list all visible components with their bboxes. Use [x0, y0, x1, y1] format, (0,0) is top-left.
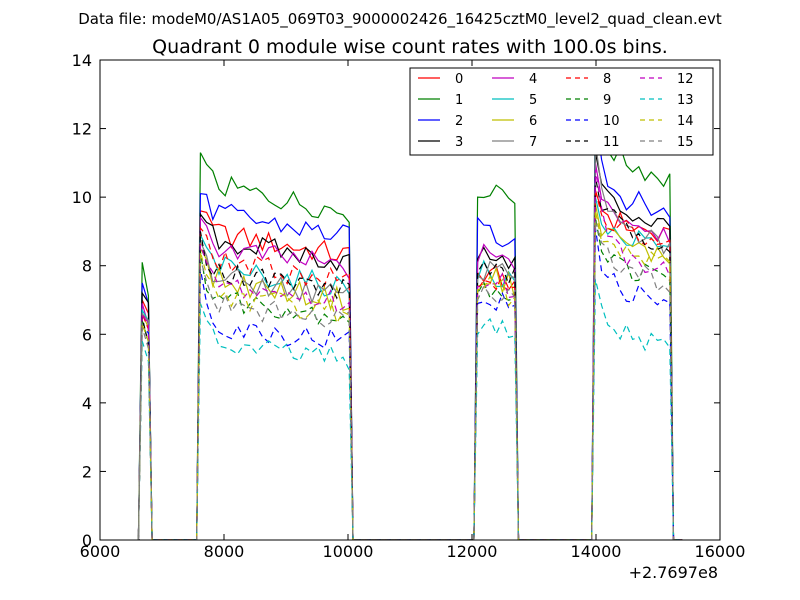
legend-label-0: 0 [455, 72, 463, 87]
legend-label-5: 5 [529, 93, 537, 108]
legend-label-9: 9 [603, 93, 611, 108]
plot-frame [99, 59, 721, 541]
legend-label-15: 15 [677, 135, 694, 150]
legend-label-4: 4 [529, 72, 537, 87]
chart-suptitle: Data file: modeM0/AS1A05_069T03_90000024… [78, 10, 722, 29]
series-layer [137, 87, 683, 540]
legend-label-6: 6 [529, 114, 537, 129]
series-line-11 [137, 176, 683, 540]
series-line-10 [137, 227, 683, 540]
legend-label-2: 2 [455, 114, 463, 129]
legend-label-1: 1 [455, 93, 463, 108]
x-axis: 6000 8000 10000 12000 14000 16000 [80, 60, 746, 561]
x-tick-label: 16000 [695, 542, 746, 561]
x-tick-label: 6000 [80, 542, 121, 561]
y-tick-label: 6 [82, 325, 92, 344]
y-tick-label: 14 [72, 51, 92, 70]
chart-title: Quadrant 0 module wise count rates with … [152, 36, 668, 58]
series-line-1 [137, 87, 683, 540]
series-line-0 [137, 190, 683, 540]
y-tick-label: 2 [82, 462, 92, 481]
legend-label-8: 8 [603, 72, 611, 87]
legend-frame [409, 67, 714, 156]
y-tick-label: 0 [82, 531, 92, 550]
y-tick-label: 10 [72, 188, 92, 207]
x-tick-label: 12000 [447, 542, 498, 561]
series-line-13 [137, 279, 683, 540]
legend-label-14: 14 [677, 114, 694, 129]
y-tick-label: 4 [82, 394, 92, 413]
legend-label-11: 11 [603, 135, 620, 150]
series-line-2 [137, 114, 683, 540]
legend-label-7: 7 [529, 135, 537, 150]
series-line-15 [137, 220, 683, 540]
legend-label-3: 3 [455, 135, 463, 150]
y-tick-label: 12 [72, 120, 92, 139]
x-tick-label: 14000 [571, 542, 622, 561]
y-tick-label: 8 [82, 257, 92, 276]
series-line-12 [137, 169, 683, 540]
x-tick-label: 8000 [204, 542, 245, 561]
legend-label-13: 13 [677, 93, 694, 108]
legend-label-10: 10 [603, 114, 620, 129]
series-line-6 [137, 203, 683, 540]
series-line-14 [137, 210, 683, 540]
x-offset-label: +2.7697e8 [629, 563, 718, 582]
series-line-7 [137, 142, 683, 540]
x-tick-label: 10000 [323, 542, 374, 561]
series-line-8 [137, 190, 683, 540]
series-line-3 [137, 152, 683, 540]
legend-label-12: 12 [677, 72, 694, 87]
